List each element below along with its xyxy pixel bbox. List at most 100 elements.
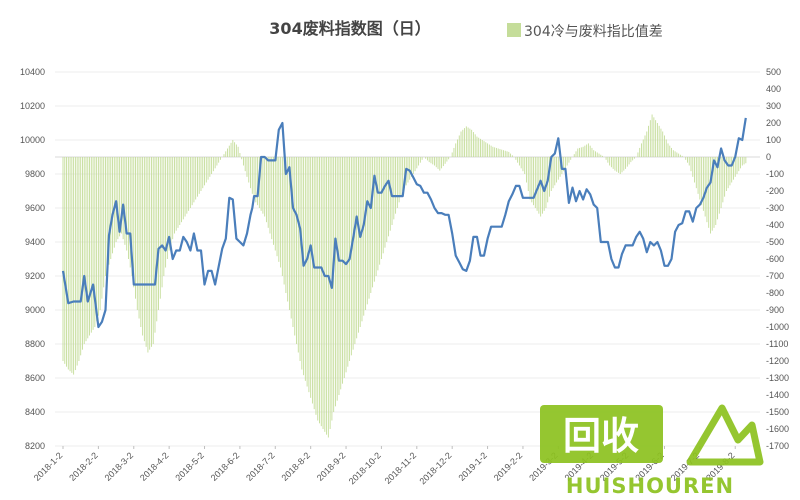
bar <box>133 157 135 288</box>
right-tick-label: -500 <box>766 237 784 247</box>
left-tick-label: 9200 <box>25 271 45 281</box>
bar <box>543 157 545 211</box>
gridlines <box>55 71 760 447</box>
bar <box>327 157 329 438</box>
bar <box>419 157 421 163</box>
legend-label: 304冷与废料指比值差 <box>524 24 663 40</box>
bar <box>186 157 188 214</box>
bar <box>701 157 703 206</box>
right-tick-label: -1400 <box>766 390 789 400</box>
bar <box>74 157 76 371</box>
bar <box>612 157 614 169</box>
bar <box>671 147 672 157</box>
bar <box>283 157 285 285</box>
bar <box>626 157 628 167</box>
bar <box>570 157 572 160</box>
bar <box>426 157 428 161</box>
x-tick-label: 2018-12-2 <box>418 450 454 486</box>
bar <box>524 157 526 174</box>
bar <box>67 157 69 370</box>
bar <box>108 157 110 265</box>
bar <box>681 155 683 157</box>
bar <box>62 157 64 361</box>
bar <box>669 145 671 157</box>
bar <box>80 157 82 356</box>
right-tick-label: -200 <box>766 186 784 196</box>
bar <box>522 157 524 172</box>
bar <box>140 157 142 327</box>
bar <box>497 148 499 157</box>
bar <box>202 157 204 189</box>
bar <box>725 157 727 191</box>
bar <box>195 157 197 200</box>
bar <box>329 157 331 429</box>
bar <box>196 157 198 197</box>
bar <box>232 140 234 157</box>
bar <box>582 146 584 157</box>
bar <box>382 157 384 254</box>
left-tick-label: 10200 <box>20 101 45 111</box>
bar <box>616 157 618 172</box>
bar <box>244 157 246 172</box>
bar <box>435 157 437 168</box>
bar <box>308 157 310 393</box>
bar <box>492 146 494 157</box>
bar <box>207 157 209 180</box>
bar <box>674 151 676 157</box>
bar <box>189 157 191 208</box>
right-tick-label: -1000 <box>766 322 789 332</box>
x-tick-label: 2018-6-2 <box>209 450 242 483</box>
x-tick-label: 2019-2-2 <box>492 450 525 483</box>
bar <box>131 157 133 276</box>
bar <box>94 157 96 327</box>
bar <box>517 157 519 163</box>
bar <box>377 157 379 271</box>
bar <box>209 157 211 177</box>
bar <box>113 157 115 248</box>
bar <box>464 128 466 157</box>
left-tick-label: 8600 <box>25 373 45 383</box>
left-tick-label: 9400 <box>25 237 45 247</box>
bar <box>656 123 658 157</box>
bar <box>154 157 156 333</box>
bar <box>455 143 457 157</box>
bar <box>82 157 83 350</box>
bar <box>311 157 313 404</box>
bar <box>110 157 112 259</box>
bar <box>78 157 80 361</box>
bar <box>278 157 280 262</box>
bar <box>375 157 377 276</box>
bar <box>262 157 264 214</box>
bar <box>476 136 478 157</box>
bar <box>92 157 94 330</box>
bar <box>688 157 690 166</box>
bar <box>736 157 738 174</box>
bar <box>297 157 299 353</box>
left-tick-label: 9000 <box>25 305 45 315</box>
bar <box>128 157 129 259</box>
bar <box>290 157 292 319</box>
bar <box>676 152 678 157</box>
bar <box>485 142 487 157</box>
bar <box>630 157 632 163</box>
line-series <box>61 117 747 329</box>
right-axis-ticks: 500 400 300 200 100 0 -100 -200 -300 -400 -500 -600… <box>766 67 789 451</box>
bar <box>614 157 616 171</box>
x-tick-label: 2019-1-2 <box>456 450 489 483</box>
bar <box>71 157 73 373</box>
bar <box>250 157 251 189</box>
bar <box>142 157 144 336</box>
bar <box>393 157 395 220</box>
bar <box>536 157 538 211</box>
bar <box>518 157 520 166</box>
left-tick-label: 8800 <box>25 339 45 349</box>
bar <box>398 157 400 203</box>
bar <box>359 157 361 327</box>
bar <box>253 157 255 200</box>
x-tick-label: 2018-7-2 <box>244 450 277 483</box>
bar <box>191 157 193 206</box>
bar <box>458 135 460 157</box>
chart-title: 304废料指数图（日） <box>269 19 430 38</box>
right-tick-label: -1700 <box>766 441 789 451</box>
bar <box>729 157 731 186</box>
